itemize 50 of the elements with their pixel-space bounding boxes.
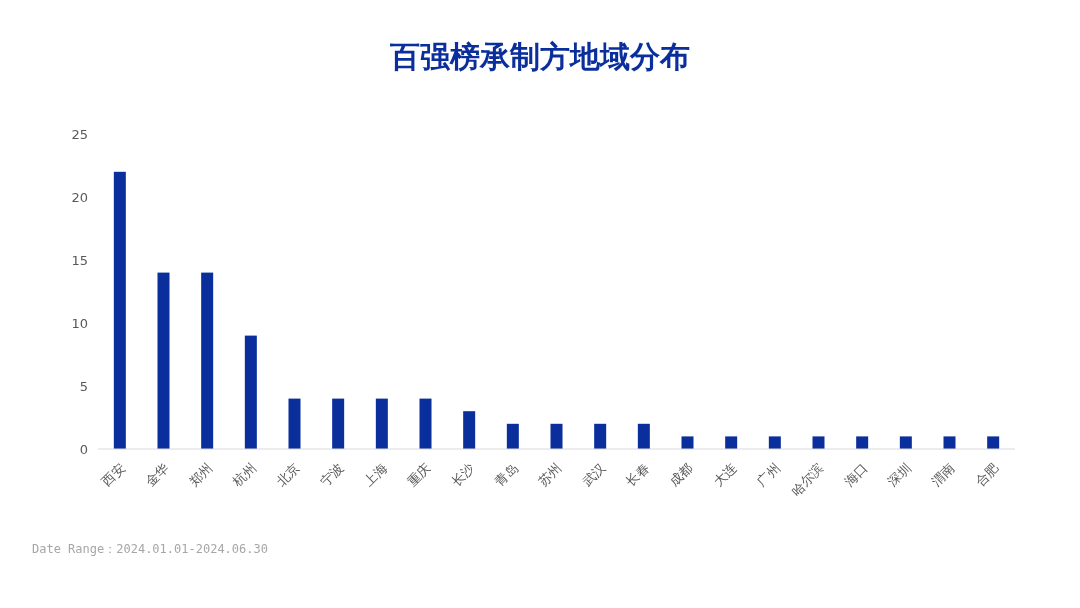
bar [681, 436, 694, 449]
x-tick-label: 哈尔滨 [788, 460, 827, 499]
x-tick-label: 西安 [98, 460, 128, 490]
bar [201, 272, 214, 449]
x-tick-label: 青岛 [491, 460, 521, 490]
bar [987, 436, 1000, 449]
x-tick-label: 成都 [666, 460, 696, 490]
x-tick-label: 上海 [360, 460, 390, 490]
bar [725, 436, 738, 449]
bar [550, 423, 563, 449]
x-tick-label: 海口 [841, 460, 871, 490]
bar [812, 436, 825, 449]
y-tick-label: 10 [71, 316, 88, 331]
chart-title: 百强榜承制方地域分布 [389, 39, 690, 74]
x-tick-label: 郑州 [186, 460, 216, 490]
y-tick-label: 25 [71, 127, 88, 142]
text: Date Range：2024.01.01-2024.06.30 [32, 542, 268, 556]
bar [113, 171, 126, 449]
bar [594, 423, 607, 449]
x-tick-label: 武汉 [579, 460, 609, 490]
bar [419, 398, 432, 449]
bar [244, 335, 257, 449]
bar [506, 423, 519, 449]
bar [288, 398, 301, 449]
y-tick-label: 0 [79, 442, 88, 457]
bar [768, 436, 781, 449]
x-tick-label: 长沙 [448, 460, 478, 490]
bar [899, 436, 912, 449]
x-tick-label: 北京 [273, 460, 303, 490]
x-tick-label: 宁波 [317, 460, 347, 490]
x-tick-label: 广州 [753, 460, 783, 490]
x-tick-label: 长春 [622, 460, 652, 490]
y-tick-label: 5 [79, 379, 88, 394]
x-tick-label: 合肥 [972, 460, 1002, 490]
x-tick-label: 杭州 [229, 460, 259, 491]
x-tick-label: 大连 [710, 460, 740, 490]
y-tick-label: 15 [71, 253, 88, 268]
bar [463, 411, 476, 449]
bar [157, 272, 170, 449]
x-tick-label: 苏州 [535, 460, 565, 490]
x-tick-label: 深圳 [884, 460, 914, 490]
x-tick-label: 渭南 [928, 460, 958, 490]
x-tick-label: 重庆 [404, 460, 434, 490]
x-tick-label: 金华 [142, 460, 172, 490]
y-tick-label: 20 [71, 190, 88, 205]
bar [943, 436, 956, 449]
bar [375, 398, 388, 449]
bar [637, 423, 650, 449]
bar [856, 436, 869, 449]
bar [332, 398, 345, 449]
